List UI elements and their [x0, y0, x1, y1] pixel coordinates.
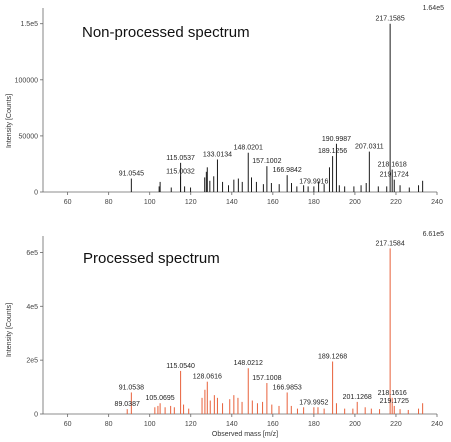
peak-label: 148.0212	[234, 360, 263, 367]
chart-panel-top: 0 50000 100000 1.5e5 60 80 100 120 140 160 180 200…	[6, 5, 444, 206]
peak-label: 91.0538	[119, 384, 144, 391]
peak-label: 157.1002	[252, 158, 281, 165]
scale-label: 6.61e5	[423, 231, 445, 238]
peak-label: 179.9952	[299, 399, 328, 406]
x-tick-label: 100	[144, 421, 156, 428]
x-tick-label: 120	[185, 199, 197, 206]
peak-label: 179.9916	[299, 178, 328, 185]
y-tick-label: 4e5	[26, 304, 38, 311]
peak-label: 157.1008	[252, 375, 281, 382]
x-tick-label: 200	[349, 421, 361, 428]
y-tick-label: 0	[34, 412, 38, 419]
y-tick-label: 1.5e5	[20, 21, 38, 28]
y-axis-label: Intensity [Counts]	[6, 94, 13, 148]
x-axis-label: Observed mass [m/z]	[212, 431, 278, 438]
x-tick-label: 200	[349, 199, 361, 206]
x-tick-label: 60	[64, 421, 72, 428]
peak-label: 207.0311	[355, 144, 384, 151]
y-tick-label: 50000	[19, 133, 39, 140]
x-tick-label: 220	[390, 199, 402, 206]
peak-label: 89.0387	[115, 401, 140, 408]
y-tick-label: 6e5	[26, 250, 38, 257]
x-tick-label: 80	[105, 199, 113, 206]
x-tick-label: 240	[431, 421, 443, 428]
peak-label: 128.0616	[193, 374, 222, 381]
x-tick-label: 120	[185, 421, 197, 428]
y-tick-label: 0	[34, 190, 38, 197]
peak-label: 218.1618	[378, 162, 407, 169]
scale-label: 1.64e5	[423, 5, 445, 12]
x-tick-label: 240	[431, 199, 443, 206]
x-tick-label: 180	[308, 199, 320, 206]
chart-title: Non-processed spectrum	[82, 24, 250, 41]
x-tick-label: 220	[390, 421, 402, 428]
x-tick-label: 100	[144, 199, 156, 206]
x-tick-label: 160	[267, 199, 279, 206]
peak-label: 217.1585	[376, 16, 405, 23]
x-tick-label: 140	[226, 421, 238, 428]
peak-label: 166.9853	[273, 384, 302, 391]
peak-label: 148.0201	[234, 145, 263, 152]
y-tick-label: 100000	[15, 77, 38, 84]
peak-label: 115.0540	[166, 363, 195, 370]
peak-label: 219.1724	[380, 172, 409, 179]
peak-label: 189.1256	[318, 148, 347, 155]
chart-title: Processed spectrum	[83, 250, 220, 267]
peak-label: 219.1725	[380, 398, 409, 405]
y-axis-label: Intensity [Counts]	[6, 303, 13, 357]
peak-label: 166.9842	[273, 167, 302, 174]
peak-label: 115.0032	[166, 168, 195, 175]
peak-label: 201.1268	[343, 394, 372, 401]
peak-label: 105.0695	[146, 395, 175, 402]
peak-label: 91.0545	[119, 171, 144, 178]
peak-label: 218.1616	[378, 390, 407, 397]
peak-label: 133.0134	[203, 151, 232, 158]
peak-label: 190.9987	[322, 136, 351, 143]
y-tick-label: 2e5	[26, 358, 38, 365]
x-tick-label: 180	[308, 421, 320, 428]
peak-label: 217.1584	[376, 240, 405, 247]
peak-label: 189.1268	[318, 353, 347, 360]
x-tick-label: 80	[105, 421, 113, 428]
x-tick-label: 140	[226, 199, 238, 206]
x-tick-label: 160	[267, 421, 279, 428]
x-tick-label: 60	[64, 199, 72, 206]
peak-label: 115.0537	[166, 155, 195, 162]
